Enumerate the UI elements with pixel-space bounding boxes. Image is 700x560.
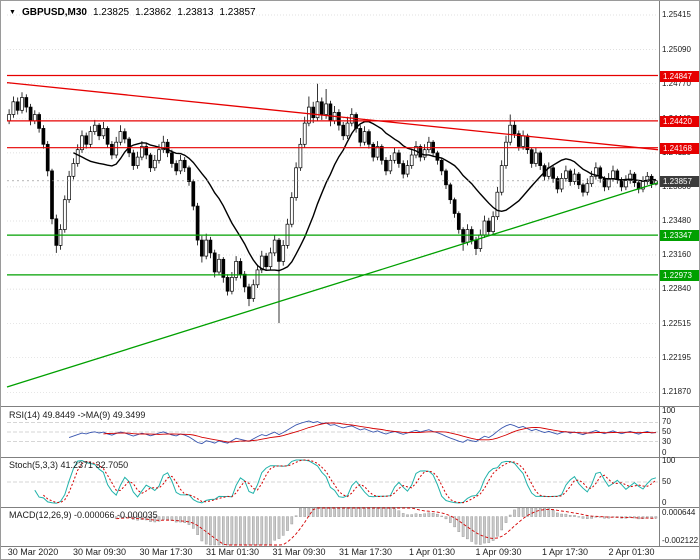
symbol-timeframe-label: GBPUSD,M30: [21, 7, 87, 18]
support-price-label-2[interactable]: 1.22973: [660, 269, 699, 281]
stochastic-indicator-label: Stoch(5,3,3) 41.2371 32.7050: [9, 460, 129, 470]
resistance-price-label-3[interactable]: 1.24168: [660, 142, 699, 154]
chart-ohlc-header: ▼ GBPUSD,M30 1.23825 1.23862 1.23813 1.2…: [9, 7, 256, 18]
macd-indicator-label: MACD(12,26,9) -0.000066 -0.000035: [9, 510, 158, 520]
support-price-label-1[interactable]: 1.23347: [660, 230, 699, 242]
collapse-indicators-icon[interactable]: ▼: [9, 9, 16, 16]
current-price-label: 1.23857: [660, 175, 699, 187]
high-value: 1.23862: [135, 7, 172, 18]
rsi-indicator-label: RSI(14) 49.8449 ->MA(9) 49.3499: [9, 410, 146, 420]
resistance-price-label-1[interactable]: 1.24847: [660, 70, 699, 82]
close-value: 1.23857: [219, 7, 256, 18]
low-value: 1.23813: [177, 7, 214, 18]
resistance-price-label-2[interactable]: 1.24420: [660, 115, 699, 127]
open-value: 1.23825: [92, 7, 130, 18]
